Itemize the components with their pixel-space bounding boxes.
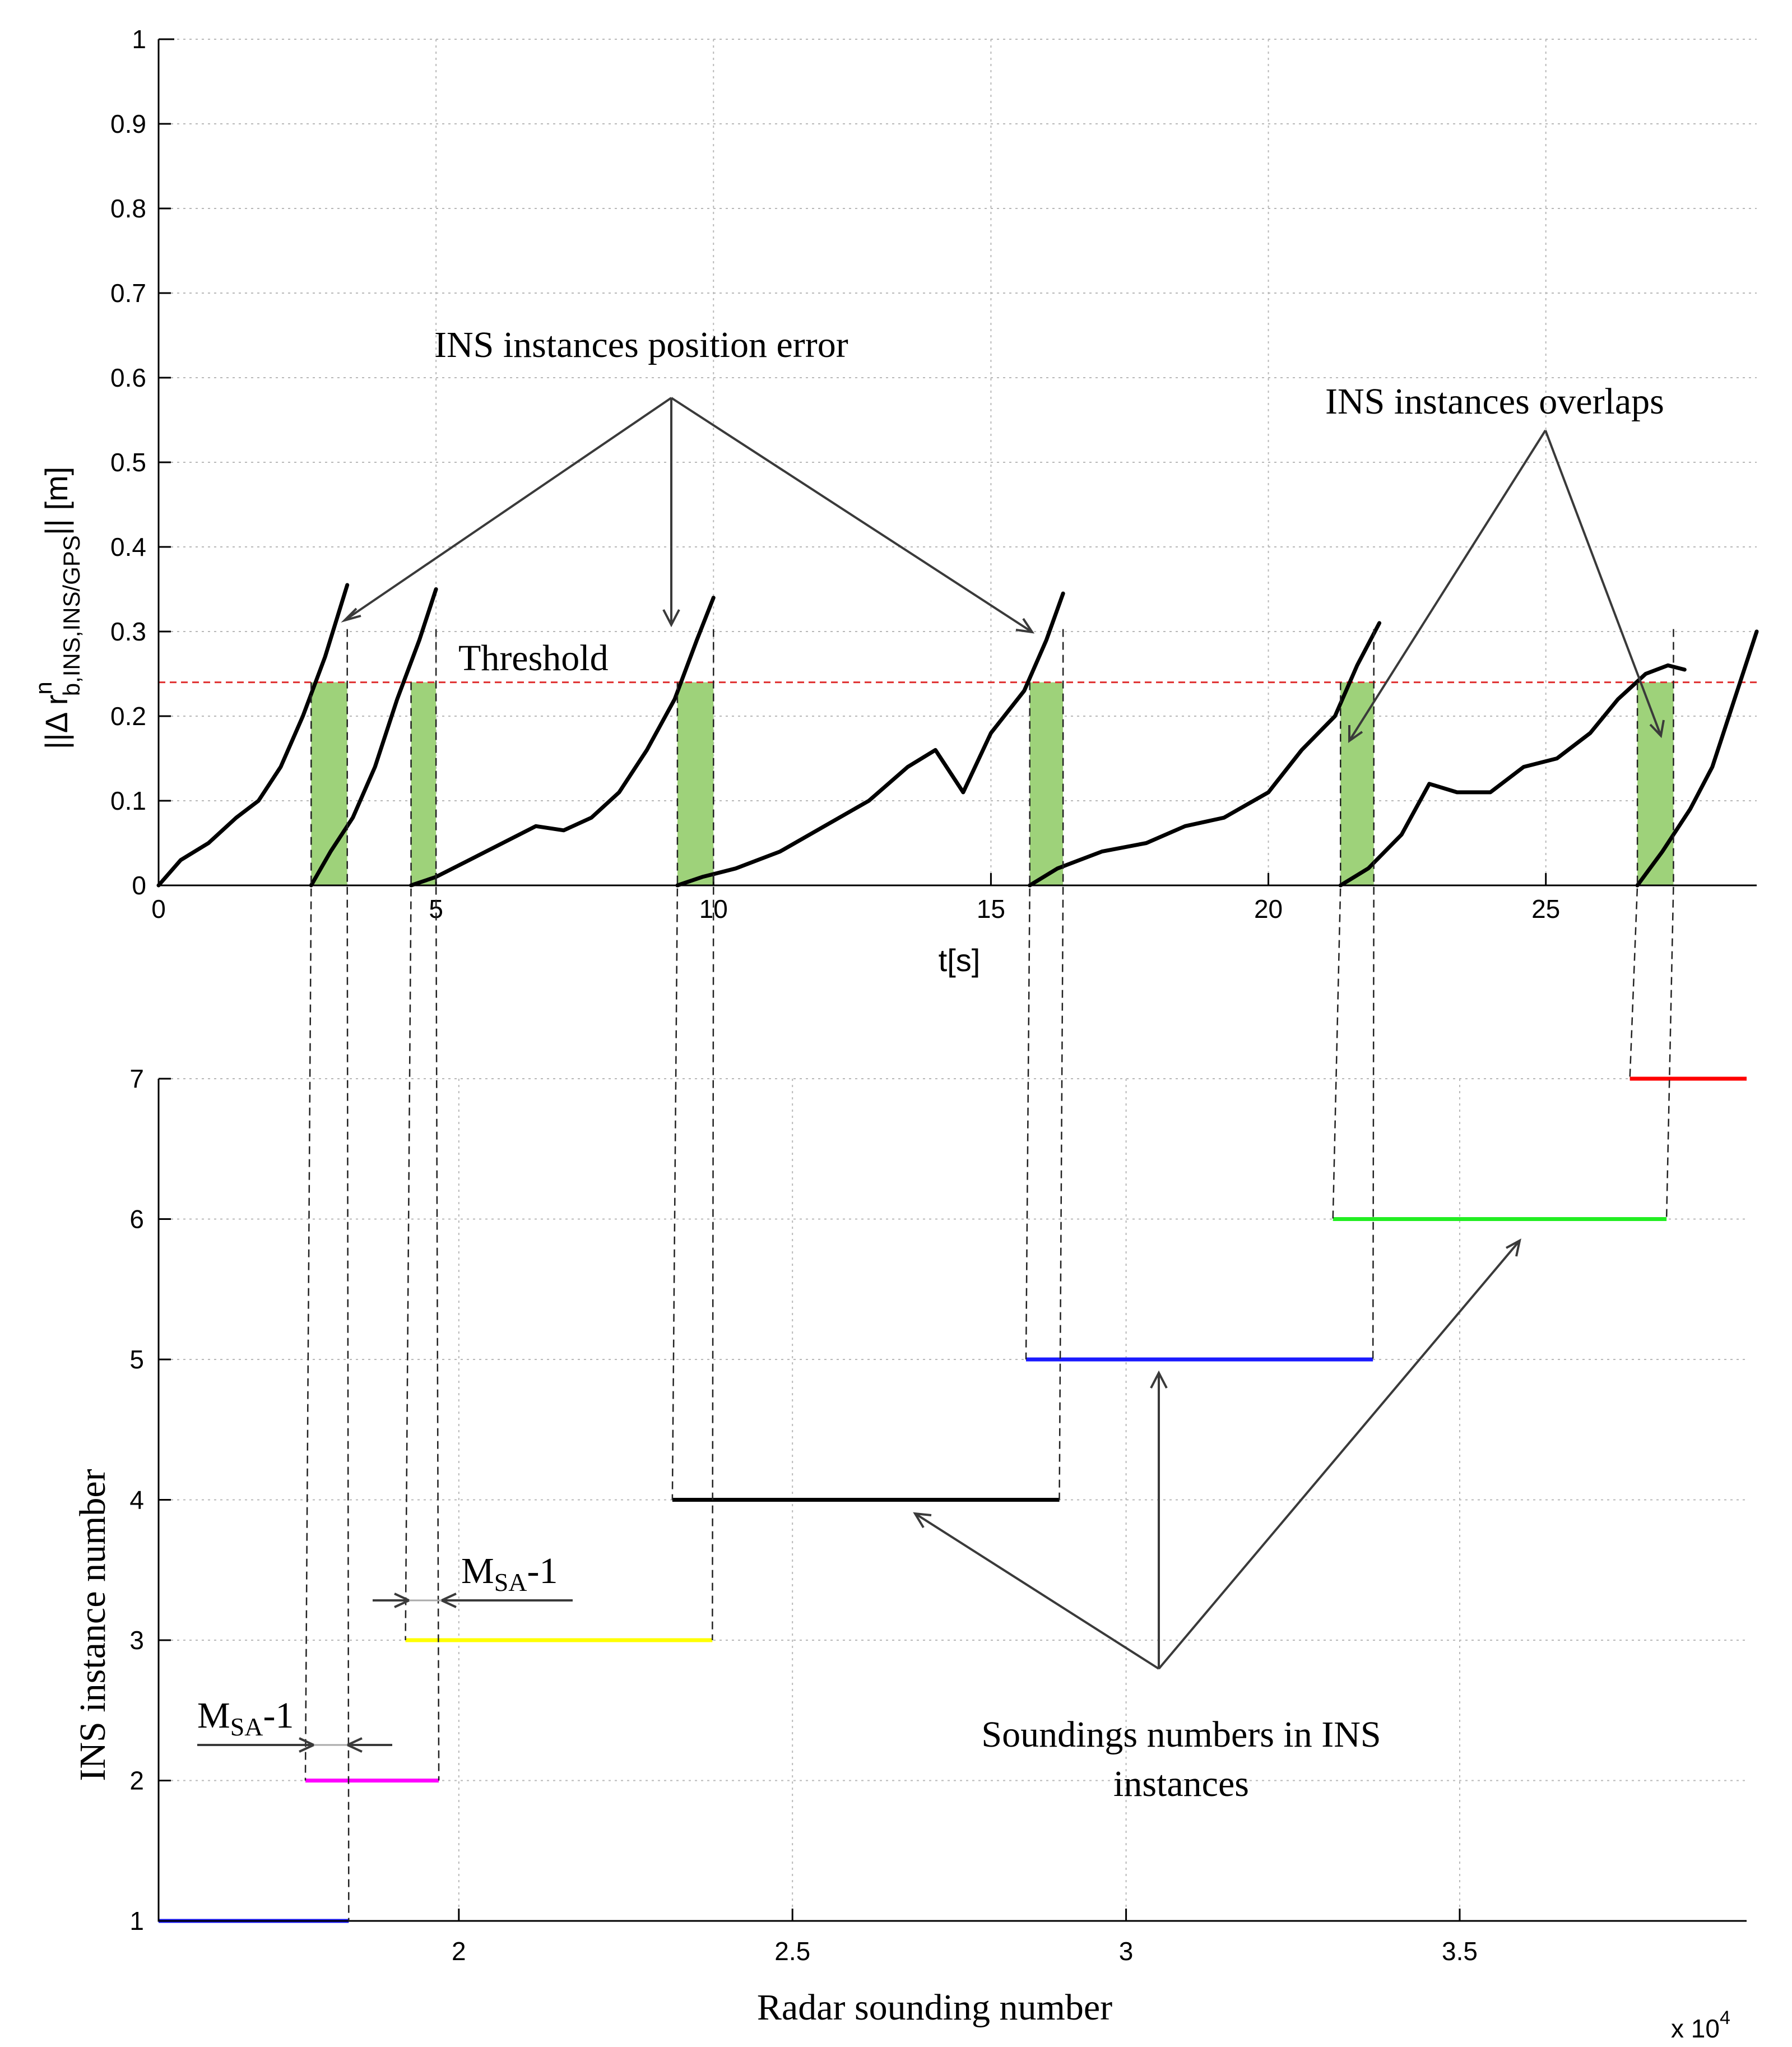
top-x-tick-label: 25	[1531, 894, 1560, 923]
arrow-to-segment-4	[914, 1512, 1160, 1670]
overlap-guide-lines	[304, 629, 1674, 1921]
overlap-end-guide	[1372, 629, 1375, 1360]
bottom-x-tick-label: 2.5	[774, 1937, 810, 1966]
overlap-end-guide	[1665, 629, 1674, 1219]
top-x-axis-label: t[s]	[939, 943, 981, 978]
bottom-y-tick-label: 7	[129, 1064, 144, 1093]
bottom-y-tick-label: 6	[129, 1205, 144, 1234]
top-y-tick-label: 0.6	[110, 363, 146, 392]
overlap-start-guide	[304, 682, 312, 1781]
overlaps-annotation: INS instances overlaps	[1325, 381, 1664, 422]
overlap-start-guide	[1025, 682, 1030, 1360]
arrowhead-segment-6	[1506, 1238, 1521, 1257]
bottom-y-tick-label: 4	[129, 1486, 144, 1515]
top-y-tick-label: 0	[132, 871, 146, 900]
overlap-end-guide	[435, 629, 440, 1781]
overlap-start-guide	[405, 682, 412, 1641]
soundings-annotation-line1: Soundings numbers in INS	[981, 1714, 1381, 1755]
soundings-annotation-line2: instances	[1113, 1763, 1249, 1804]
top-y-tick-label: 0.7	[110, 278, 146, 308]
overlap-bands	[311, 682, 1674, 885]
bottom-y-axis-label: INS instance number	[72, 1469, 113, 1781]
arrow-to-overlap-5	[1348, 429, 1547, 742]
top-y-tick-label: 1	[132, 25, 146, 54]
overlap-band	[1340, 682, 1374, 885]
bottom-x-axis-label: Radar sounding number	[757, 1987, 1112, 2028]
bottom-x-tick-label: 3.5	[1442, 1937, 1478, 1966]
arrowhead-overlap-5	[1348, 725, 1363, 743]
x-multiplier-label: x 104	[1671, 2007, 1730, 2043]
overlap-start-guide	[671, 682, 679, 1500]
bottom-x-tick-label: 3	[1119, 1937, 1134, 1966]
arrow-to-segment-6	[1158, 1240, 1521, 1670]
overlap-band	[677, 682, 714, 885]
overlap-end-guide	[346, 629, 350, 1921]
arrowhead-instance-3	[662, 609, 680, 628]
instance-number-chart: 2 2.5 3 3.5 1 2 3 4 5 6 7 Radar sounding number I…	[72, 1064, 1747, 2043]
top-x-tick-label: 0	[151, 894, 166, 923]
threshold-label: Threshold	[458, 638, 609, 679]
arrowhead-instance-4	[1015, 618, 1035, 634]
top-y-tick-label: 0.3	[110, 617, 146, 646]
overlap-start-guide	[1332, 682, 1341, 1219]
top-y-tick-label: 0.9	[110, 109, 146, 138]
error-series	[156, 583, 1759, 888]
arrow-to-overlap-6	[1544, 430, 1662, 736]
bottom-y-tick-label: 3	[129, 1626, 144, 1655]
overlap-band	[1637, 682, 1674, 885]
top-y-axis-label: ||Δ rnb,INS,INS/GPS|| [m]	[30, 467, 85, 750]
position-error-annotation: INS instances position error	[434, 324, 848, 365]
error-series-line	[309, 587, 438, 888]
error-series-line	[1338, 663, 1687, 888]
bottom-y-tick-label: 1	[129, 1906, 144, 1935]
arrowhead-segment-4	[913, 1512, 932, 1529]
msa-label-lower: MSA-1	[197, 1695, 294, 1741]
arrowhead-instance-1	[341, 607, 361, 623]
arrowhead-segment-5	[1150, 1370, 1168, 1389]
top-y-tick-labels: 0 0.1 0.2 0.3 0.4 0.5 0.6 0.7 0.8 0.9 1	[110, 25, 171, 900]
annotation-arrows	[197, 397, 1665, 1753]
arrow-to-instance-1	[343, 397, 672, 621]
error-series-line	[409, 596, 716, 888]
bottom-x-tick-label: 2	[452, 1937, 466, 1966]
msa-label-upper: MSA-1	[461, 1551, 558, 1596]
top-y-tick-label: 0.4	[110, 532, 146, 561]
error-series-line	[156, 583, 350, 888]
top-x-tick-label: 15	[977, 894, 1005, 923]
top-y-tick-label: 0.2	[110, 702, 146, 731]
top-x-tick-label: 20	[1254, 894, 1283, 923]
top-y-tick-label: 0.5	[110, 448, 146, 477]
bottom-y-tick-label: 2	[129, 1766, 144, 1795]
top-y-tick-label: 0.8	[110, 194, 146, 223]
bottom-y-tick-labels: 1 2 3 4 5 6 7	[129, 1064, 171, 1935]
bottom-x-tick-labels: 2 2.5 3 3.5	[452, 1909, 1478, 1966]
arrow-to-instance-4	[670, 397, 1033, 633]
bottom-y-tick-label: 5	[129, 1345, 144, 1374]
error-series-line	[1028, 621, 1382, 888]
error-series-line	[675, 591, 1065, 888]
top-grid	[159, 39, 1757, 885]
overlap-band	[1029, 682, 1064, 885]
position-error-chart: 0 5 10 15 20 25 00.10.20.30.40.50.60.70.80.91…	[30, 25, 1759, 978]
error-series-line	[1635, 629, 1759, 888]
overlap-band	[411, 682, 437, 885]
overlap-start-guide	[1629, 682, 1638, 1079]
arrowhead-overlap-6	[1649, 720, 1665, 739]
top-y-tick-label: 0.1	[110, 786, 146, 815]
